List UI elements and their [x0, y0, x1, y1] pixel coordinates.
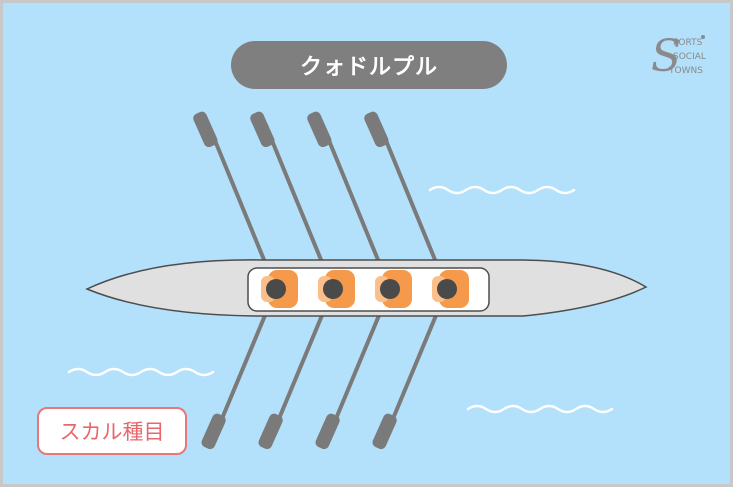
- logo-letter: S: [651, 31, 681, 81]
- wave: [466, 404, 614, 414]
- rower-head: [380, 279, 400, 299]
- oar-blade-upper: [364, 111, 389, 148]
- logo-line1: PORTS: [673, 38, 703, 48]
- rower-head: [323, 279, 343, 299]
- boat-scene: [67, 111, 648, 450]
- oar-blade-upper: [250, 111, 275, 148]
- waves: [67, 185, 614, 414]
- rower: [432, 270, 469, 308]
- oar-blade-lower: [201, 413, 226, 450]
- oar-blade-lower: [372, 413, 397, 450]
- rower-head: [266, 279, 286, 299]
- oar-blade-lower: [315, 413, 340, 450]
- rower: [261, 270, 298, 308]
- oar-blade-upper: [193, 111, 218, 148]
- oar-blade-upper: [307, 111, 332, 148]
- logo-line3: TOWNS: [668, 66, 703, 76]
- rower: [375, 270, 412, 308]
- wave: [428, 185, 576, 195]
- logo: S PORTS SOCIAL TOWNS: [651, 31, 706, 81]
- wave: [67, 367, 215, 377]
- rowers: [261, 270, 469, 308]
- page-title: クォドルプル: [231, 41, 507, 89]
- cockpit: [247, 267, 490, 312]
- rower: [318, 270, 355, 308]
- rower-head: [437, 279, 457, 299]
- category-tag: スカル種目: [37, 407, 187, 455]
- oar-blade-lower: [258, 413, 283, 450]
- logo-line2: SOCIAL: [673, 52, 706, 62]
